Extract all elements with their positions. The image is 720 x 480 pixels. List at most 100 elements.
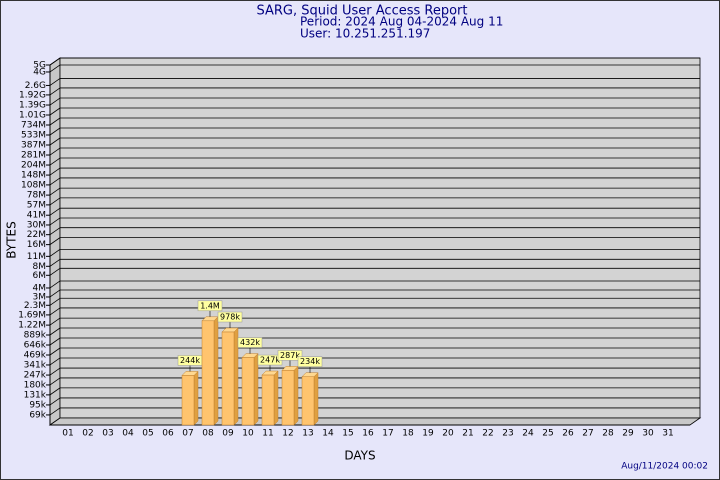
grid-line (49, 337, 61, 346)
x-tick-label: 11 (262, 429, 273, 439)
y-tick-label: 30M (27, 220, 46, 230)
x-tick-label: 26 (562, 429, 574, 439)
y-tick-label: 1.39G (19, 101, 46, 111)
y-tick-label: 5G (33, 61, 46, 71)
x-tick-label: 12 (282, 429, 293, 439)
y-tick-label: 41M (27, 211, 46, 221)
grid-line (49, 157, 61, 166)
x-tick-label: 31 (662, 429, 673, 439)
grid-line (49, 78, 61, 86)
x-tick-label: 17 (382, 429, 393, 439)
x-tick-label: 16 (362, 429, 374, 439)
bar-side (193, 370, 199, 426)
grid-line (49, 347, 61, 356)
grid-line (49, 377, 61, 386)
data-label: 247k (260, 356, 280, 365)
x-tick-label: 28 (602, 429, 614, 439)
y-tick-label: 108M (21, 180, 46, 190)
y-tick-label: 95k (29, 400, 46, 410)
label-box (297, 356, 323, 367)
data-label: 978k (220, 313, 240, 322)
x-tick-label: 04 (122, 429, 134, 439)
y-tick-label: 281M (21, 151, 46, 161)
grid-line (49, 387, 61, 396)
grid-line (49, 177, 61, 186)
grid-line (49, 297, 61, 306)
y-tick-label: 889k (24, 331, 47, 341)
bar (261, 374, 275, 426)
grid-line (49, 117, 61, 126)
grid-line (49, 289, 61, 298)
y-tick-label: 341k (24, 360, 47, 370)
x-tick-label: 21 (462, 429, 473, 439)
bar (201, 320, 215, 426)
y-tick-label: 22M (27, 230, 46, 240)
bar-side (313, 372, 319, 426)
grid-line (49, 197, 61, 206)
grid-line (49, 227, 61, 235)
grid-line (49, 327, 61, 336)
timestamp: Aug/11/2024 00:02 (621, 462, 708, 472)
y-axis-label: BYTES (5, 221, 19, 258)
x-tick-label: 18 (402, 429, 414, 439)
grid-line (49, 137, 61, 146)
data-label: 1.4M (200, 301, 220, 310)
y-tick-label: 11M (27, 252, 46, 262)
y-tick-label: 3M (33, 292, 47, 302)
y-tick-label: 646k (24, 340, 47, 350)
bar-side (213, 316, 219, 426)
x-tick-label: 27 (582, 429, 593, 439)
x-tick-label: 29 (622, 429, 634, 439)
bar-side (253, 352, 259, 426)
grid-line (49, 280, 61, 289)
x-tick-label: 09 (222, 429, 234, 439)
x-tick-label: 13 (302, 429, 313, 439)
label-box (197, 300, 223, 312)
grid-line (49, 187, 61, 196)
y-tick-label: 78M (27, 191, 46, 201)
grid-line (49, 397, 61, 406)
y-tick-label: 4G (33, 67, 46, 77)
x-tick-label: 03 (102, 429, 113, 439)
label-box (277, 350, 303, 361)
y-tick-label: 1.22M (18, 321, 46, 331)
bar (281, 370, 295, 426)
y-tick-label: 57M (27, 200, 46, 210)
data-label: 234k (300, 357, 320, 366)
grid-line (49, 97, 61, 106)
grid-line (49, 357, 61, 366)
chart-title: SARG, Squid User Access Report (257, 4, 468, 19)
x-tick-label: 25 (542, 429, 553, 439)
x-tick-label: 08 (202, 429, 214, 439)
bar-side (293, 365, 299, 426)
grid-line (49, 249, 61, 257)
period: Period: 2024 Aug 04-2024 Aug 11 (300, 15, 503, 29)
grid-line (49, 57, 61, 66)
y-tick-label: 6M (33, 271, 47, 281)
grid-line (49, 217, 61, 226)
label-box (237, 337, 263, 348)
grid-line (49, 87, 61, 96)
x-tick-label: 14 (322, 429, 334, 439)
x-tick-label: 15 (342, 429, 353, 439)
data-label: 287k (280, 351, 300, 360)
y-tick-label: 180k (24, 380, 47, 390)
y-tick-label: 1.01G (19, 111, 46, 121)
y-tick-label: 469k (24, 351, 47, 361)
y-tick-label: 8M (33, 262, 47, 272)
y-tick-label: 533M (21, 131, 46, 141)
x-tick-label: 10 (242, 429, 254, 439)
x-tick-label: 20 (442, 429, 454, 439)
y-tick-label: 2.3M (24, 301, 46, 311)
grid-line (49, 237, 61, 245)
grid-line (49, 207, 61, 216)
grid-line (49, 407, 61, 416)
bar (181, 375, 195, 426)
y-tick-label: 734M (21, 120, 46, 130)
y-tick-label: 2.6G (25, 81, 46, 91)
grid-line (49, 267, 61, 276)
y-tick-label: 247k (24, 371, 47, 381)
x-tick-label: 06 (162, 429, 174, 439)
x-axis-label: DAYS (344, 449, 375, 463)
y-tick-label: 131k (24, 390, 47, 400)
